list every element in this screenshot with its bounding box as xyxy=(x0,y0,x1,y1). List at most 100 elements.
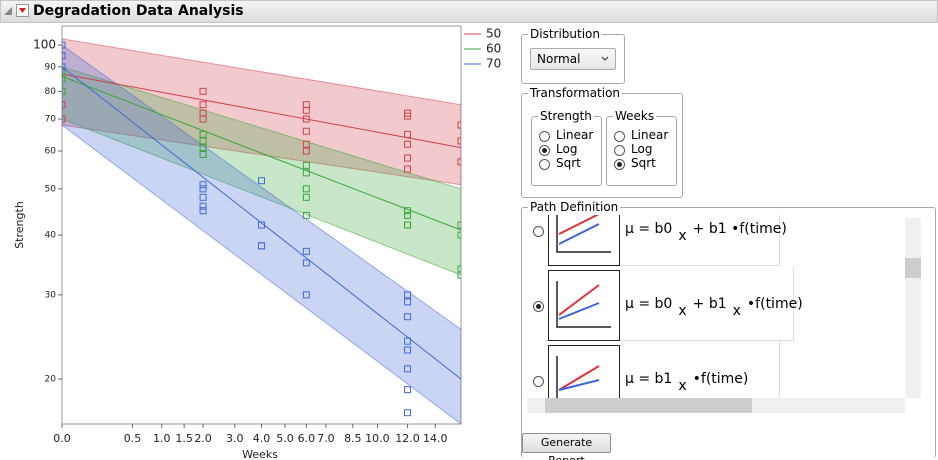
red-triangle-menu[interactable] xyxy=(16,4,29,17)
data-point xyxy=(258,177,265,185)
data-point xyxy=(302,193,310,201)
data-point xyxy=(404,346,412,354)
thumb-line xyxy=(558,284,600,316)
path-thumbnail[interactable] xyxy=(548,215,620,266)
data-point xyxy=(404,165,412,173)
path-thumbnail[interactable] xyxy=(548,345,620,398)
radio-button[interactable] xyxy=(533,301,544,312)
formula-text: •f(time) xyxy=(692,371,749,387)
data-point xyxy=(199,115,207,123)
data-point xyxy=(302,140,310,148)
dropdown-arrow xyxy=(601,56,609,61)
radio-button[interactable] xyxy=(539,131,550,142)
data-point xyxy=(404,112,412,120)
data-point xyxy=(302,185,310,193)
thumb-axes xyxy=(556,215,611,253)
data-point xyxy=(62,41,66,49)
x-tick-label: 4.0 xyxy=(253,432,271,445)
radio-label: Sqrt xyxy=(556,156,581,170)
group-label: Strength xyxy=(538,109,594,123)
data-point xyxy=(404,211,412,219)
data-point xyxy=(199,202,207,210)
data-point xyxy=(457,265,461,273)
vertical-scrollbar[interactable] xyxy=(905,218,921,398)
data-point xyxy=(199,207,207,215)
thumb-line xyxy=(558,302,600,320)
radio-button[interactable] xyxy=(533,376,544,387)
y-tick-label: 20 xyxy=(45,374,57,384)
data-point xyxy=(199,144,207,152)
data-point xyxy=(457,231,461,239)
group-label: Weeks xyxy=(613,109,657,123)
scroll-thumb[interactable] xyxy=(545,398,752,413)
item-frame xyxy=(545,266,794,341)
formula-text: μ = b0 xyxy=(625,221,673,237)
radio-button[interactable] xyxy=(539,159,550,170)
thumb-line xyxy=(558,223,600,245)
formula-text: μ = b0 xyxy=(625,296,673,312)
radio-button[interactable] xyxy=(614,145,625,156)
radio-label: Log xyxy=(556,142,578,156)
y-tick-label: 30 xyxy=(45,290,57,300)
horizontal-scrollbar[interactable] xyxy=(527,398,905,413)
data-point xyxy=(62,52,66,60)
data-point xyxy=(457,271,461,279)
x-tick-label: 10.0 xyxy=(365,432,390,445)
data-point xyxy=(457,121,461,129)
data-point xyxy=(404,365,412,373)
group-label: Transformation xyxy=(528,86,623,100)
path-definition-group: Path Definition xyxy=(521,200,936,458)
formula: μ = b0 x + b1 •f(time) xyxy=(625,221,787,244)
confidence-band xyxy=(62,38,461,186)
x-tick-label: 14.0 xyxy=(423,432,448,445)
collapse-icon[interactable] xyxy=(3,6,13,16)
y-axis-label: Strength xyxy=(13,201,26,249)
thumb-line xyxy=(558,365,600,391)
scroll-thumb[interactable] xyxy=(905,258,921,278)
data-point xyxy=(199,87,207,95)
formula: μ = b0 x + b1 x •f(time) xyxy=(625,296,803,319)
data-point xyxy=(302,115,310,123)
x-tick-label: 1.0 xyxy=(153,432,171,445)
y-tick-label: 100 xyxy=(33,38,56,52)
y-tick-label: 40 xyxy=(45,231,57,241)
x-tick-label: 0.0 xyxy=(53,432,71,445)
thumb-line xyxy=(558,379,600,391)
data-point xyxy=(404,409,412,417)
group-label: Path Definition xyxy=(528,200,621,214)
confidence-band xyxy=(62,44,461,424)
item-frame xyxy=(545,341,780,398)
data-point xyxy=(404,130,412,138)
data-point xyxy=(404,207,412,215)
radio-label: Linear xyxy=(556,128,594,142)
distribution-dropdown[interactable]: Normal xyxy=(530,48,616,70)
radio-button[interactable] xyxy=(614,131,625,142)
data-point xyxy=(404,140,412,148)
formula-text: •f(time) xyxy=(731,221,787,237)
x-tick-label: 6.0 xyxy=(298,432,316,445)
formula-subscript: x xyxy=(732,303,741,319)
data-point xyxy=(199,181,207,189)
data-point xyxy=(302,106,310,114)
x-tick-label: 7.0 xyxy=(317,432,335,445)
data-point xyxy=(302,247,310,255)
data-point xyxy=(199,185,207,193)
radio-button[interactable] xyxy=(614,159,625,170)
data-point xyxy=(199,101,207,109)
path-thumbnail[interactable] xyxy=(548,270,620,341)
data-point xyxy=(302,169,310,177)
radio-label: Linear xyxy=(631,128,669,142)
generate-report-button[interactable]: Generate Report xyxy=(522,433,611,460)
thumb-axes xyxy=(556,281,611,328)
formula-text: + b1 xyxy=(692,296,727,312)
data-point xyxy=(199,193,207,201)
header-bar: Degradation Data Analysis xyxy=(0,0,938,23)
distribution-group: Distribution Normal xyxy=(521,27,625,84)
thumb-line xyxy=(558,215,600,235)
y-tick-label: 70 xyxy=(45,115,57,125)
radio-button[interactable] xyxy=(533,226,544,237)
data-point xyxy=(404,291,412,299)
radio-button[interactable] xyxy=(539,145,550,156)
data-point xyxy=(62,101,66,109)
thumbnail-graphic xyxy=(556,356,600,398)
